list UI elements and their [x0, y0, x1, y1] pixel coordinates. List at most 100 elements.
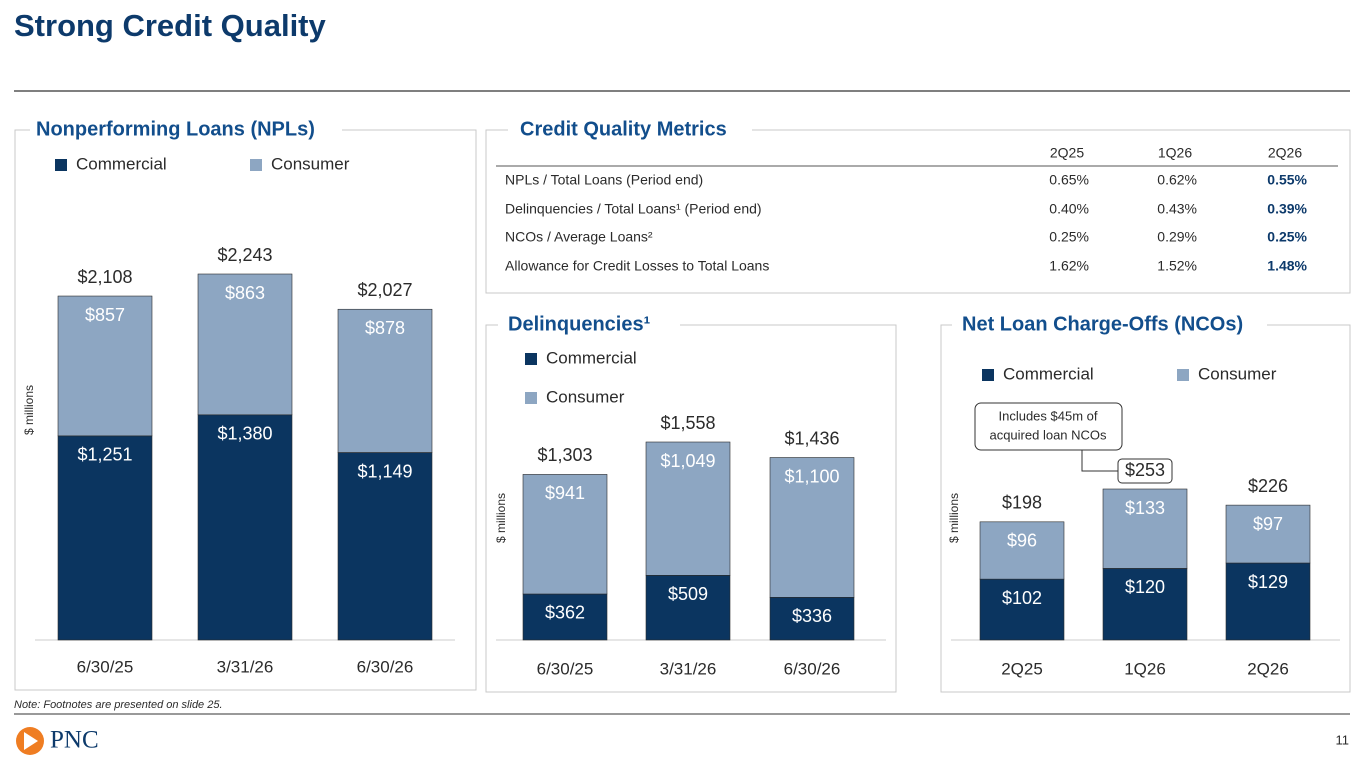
table-column-header: 2Q25	[1050, 145, 1084, 161]
bar-segment	[197, 414, 293, 641]
chart-title: Nonperforming Loans (NPLs)	[36, 118, 315, 140]
x-tick-label: 2Q25	[1001, 659, 1043, 678]
legend-label: Commercial	[546, 348, 637, 367]
table-cell: 1.62%	[1049, 258, 1089, 274]
chart-title: Net Loan Charge-Offs (NCOs)	[962, 313, 1243, 335]
table-cell: 0.39%	[1267, 201, 1307, 217]
bar-segment	[337, 452, 433, 641]
bar-total-label: $2,243	[217, 245, 272, 265]
bar-value-label: $133	[1125, 498, 1165, 518]
annotation-box	[974, 402, 1123, 451]
legend-swatch	[525, 392, 537, 404]
legend-label: Commercial	[1003, 364, 1094, 383]
annotation-connector	[1081, 450, 1118, 472]
legend-swatch	[55, 159, 67, 171]
bar-segment	[57, 295, 153, 437]
table-title: Credit Quality Metrics	[520, 118, 727, 140]
bar-value-label: $97	[1253, 514, 1283, 534]
bar-segment	[769, 457, 855, 598]
table-row-label: Allowance for Credit Losses to Total Loa…	[505, 258, 769, 274]
bar-value-label: $129	[1248, 572, 1288, 592]
table-cell: 0.29%	[1157, 229, 1197, 245]
legend-label: Consumer	[1198, 364, 1277, 383]
bar-total-label: $2,027	[357, 280, 412, 300]
bar-value-label: $1,380	[217, 424, 272, 444]
legend-label: Consumer	[546, 387, 625, 406]
bar-value-label: $102	[1002, 588, 1042, 608]
bar-value-label: $863	[225, 283, 265, 303]
bar-segment	[979, 578, 1065, 641]
bar-segment	[522, 593, 608, 641]
x-tick-label: 6/30/26	[784, 659, 841, 678]
logo-text: PNC	[50, 727, 99, 754]
legend-label: Consumer	[271, 154, 350, 173]
bar-total-label: $1,436	[784, 428, 839, 448]
bar-value-label: $878	[365, 318, 405, 338]
chart-title: Delinquencies¹	[508, 313, 651, 335]
bar-value-label: $96	[1007, 531, 1037, 551]
x-tick-label: 6/30/25	[77, 657, 134, 676]
table-cell: 0.65%	[1049, 172, 1089, 188]
chart-panel	[14, 129, 477, 691]
bar-value-label: $362	[545, 603, 585, 623]
bar-value-label: $941	[545, 483, 585, 503]
table-cell: 0.25%	[1049, 229, 1089, 245]
chart-panel	[485, 324, 897, 693]
bar-value-label: $1,149	[357, 461, 412, 481]
bar-total-label: $1,558	[660, 413, 715, 433]
table-cell: 1.52%	[1157, 258, 1197, 274]
legend-swatch	[1177, 369, 1189, 381]
bar-total-label: $253	[1125, 460, 1165, 480]
bar-segment	[522, 474, 608, 595]
bar-segment	[57, 435, 153, 641]
bar-value-label: $857	[85, 305, 125, 325]
table-cell: 0.55%	[1267, 172, 1307, 188]
table-column-header: 1Q26	[1158, 145, 1192, 161]
annotation-text: acquired loan NCOs	[989, 427, 1107, 442]
footnote: Note: Footnotes are presented on slide 2…	[14, 699, 223, 711]
bar-value-label: $1,100	[784, 466, 839, 486]
annotation-text: Includes $45m of	[998, 408, 1097, 423]
bar-segment	[645, 575, 731, 641]
y-axis-label: $ millions	[947, 493, 961, 543]
table-cell: 1.48%	[1267, 258, 1307, 274]
chart-panel	[940, 324, 1351, 693]
x-tick-label: 2Q26	[1247, 659, 1289, 678]
bar-segment	[1225, 504, 1311, 564]
bar-segment	[769, 596, 855, 641]
logo-arrow	[24, 732, 38, 750]
bar-total-label: $226	[1248, 476, 1288, 496]
table-row-label: Delinquencies / Total Loans¹ (Period end…	[505, 201, 762, 217]
table-cell: 0.25%	[1267, 229, 1307, 245]
bar-segment	[1102, 568, 1188, 641]
page-number: 11	[1336, 732, 1350, 747]
bar-total-label: $2,108	[77, 267, 132, 287]
x-tick-label: 6/30/26	[357, 657, 414, 676]
table-cell: 0.43%	[1157, 201, 1197, 217]
table-row-label: NCOs / Average Loans²	[505, 229, 653, 245]
logo: PNC	[16, 727, 99, 755]
bar-segment	[337, 308, 433, 453]
table-cell: 0.40%	[1049, 201, 1089, 217]
legend-swatch	[250, 159, 262, 171]
table-cell: 0.62%	[1157, 172, 1197, 188]
table-column-header: 2Q26	[1268, 145, 1302, 161]
bar-value-label: $1,049	[660, 451, 715, 471]
x-tick-label: 6/30/25	[537, 659, 594, 678]
legend-swatch	[525, 353, 537, 365]
legend-swatch	[982, 369, 994, 381]
slide-title: Strong Credit Quality	[14, 8, 327, 43]
table-row-label: NPLs / Total Loans (Period end)	[505, 172, 703, 188]
bar-segment	[645, 441, 731, 576]
bar-value-label: $120	[1125, 577, 1165, 597]
bar-segment	[1225, 562, 1311, 641]
bar-value-label: $509	[668, 584, 708, 604]
legend-label: Commercial	[76, 154, 167, 173]
bar-total-label: $198	[1002, 493, 1042, 513]
bar-value-label: $336	[792, 606, 832, 626]
bar-segment	[197, 273, 293, 416]
y-axis-label: $ millions	[22, 385, 36, 435]
bar-value-label: $1,251	[77, 445, 132, 465]
y-axis-label: $ millions	[494, 493, 508, 543]
